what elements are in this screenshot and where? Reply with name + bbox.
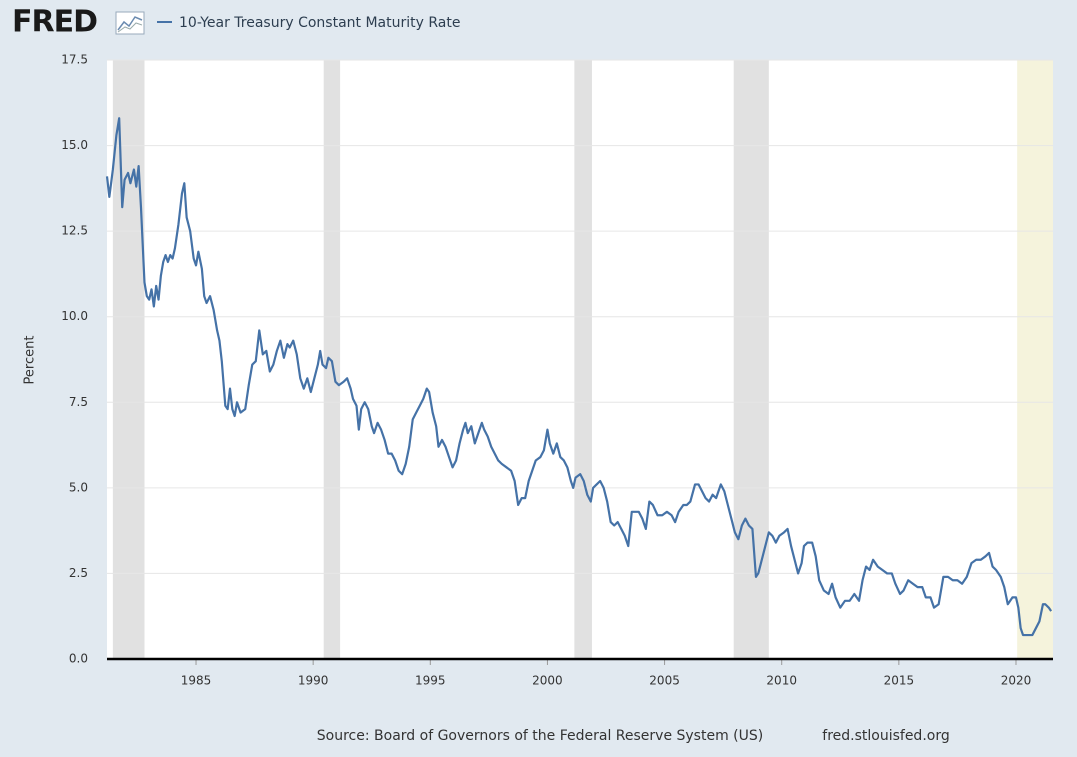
- y-tick-label: 0.0: [69, 652, 88, 666]
- source: Source: Board of Governors of the Federa…: [317, 728, 763, 744]
- logo: FRED: [12, 5, 97, 40]
- x-tick-label: 2020: [1001, 674, 1032, 688]
- recession-shading: [574, 60, 592, 659]
- y-axis-label: Percent: [23, 336, 38, 385]
- y-tick-label: 7.5: [69, 395, 88, 409]
- source-url[interactable]: fred.stlouisfed.org: [822, 728, 949, 744]
- y-tick-label: 12.5: [61, 224, 88, 238]
- x-tick-label: 2000: [532, 674, 563, 688]
- x-tick-label: 1990: [298, 674, 329, 688]
- recession-shading: [733, 60, 769, 659]
- x-tick-label: 2010: [766, 674, 797, 688]
- y-tick-label: 2.5: [69, 566, 88, 580]
- x-tick-label: 1985: [181, 674, 212, 688]
- x-tick-label: 1995: [415, 674, 446, 688]
- series-line: [105, 117, 1053, 637]
- y-tick-label: 17.5: [61, 53, 88, 67]
- y-tick-label: 5.0: [69, 480, 88, 494]
- legend-label: 10-Year Treasury Constant Maturity Rate: [179, 15, 460, 31]
- y-tick-label: 15.0: [61, 138, 88, 152]
- highlight-shading: [1017, 60, 1053, 659]
- recession-shading: [323, 60, 341, 659]
- x-tick-label: 2005: [649, 674, 680, 688]
- recession-shading: [112, 60, 145, 659]
- logo-icon: [115, 11, 145, 35]
- y-tick-label: 10.0: [61, 309, 88, 323]
- x-tick-label: 2015: [884, 674, 915, 688]
